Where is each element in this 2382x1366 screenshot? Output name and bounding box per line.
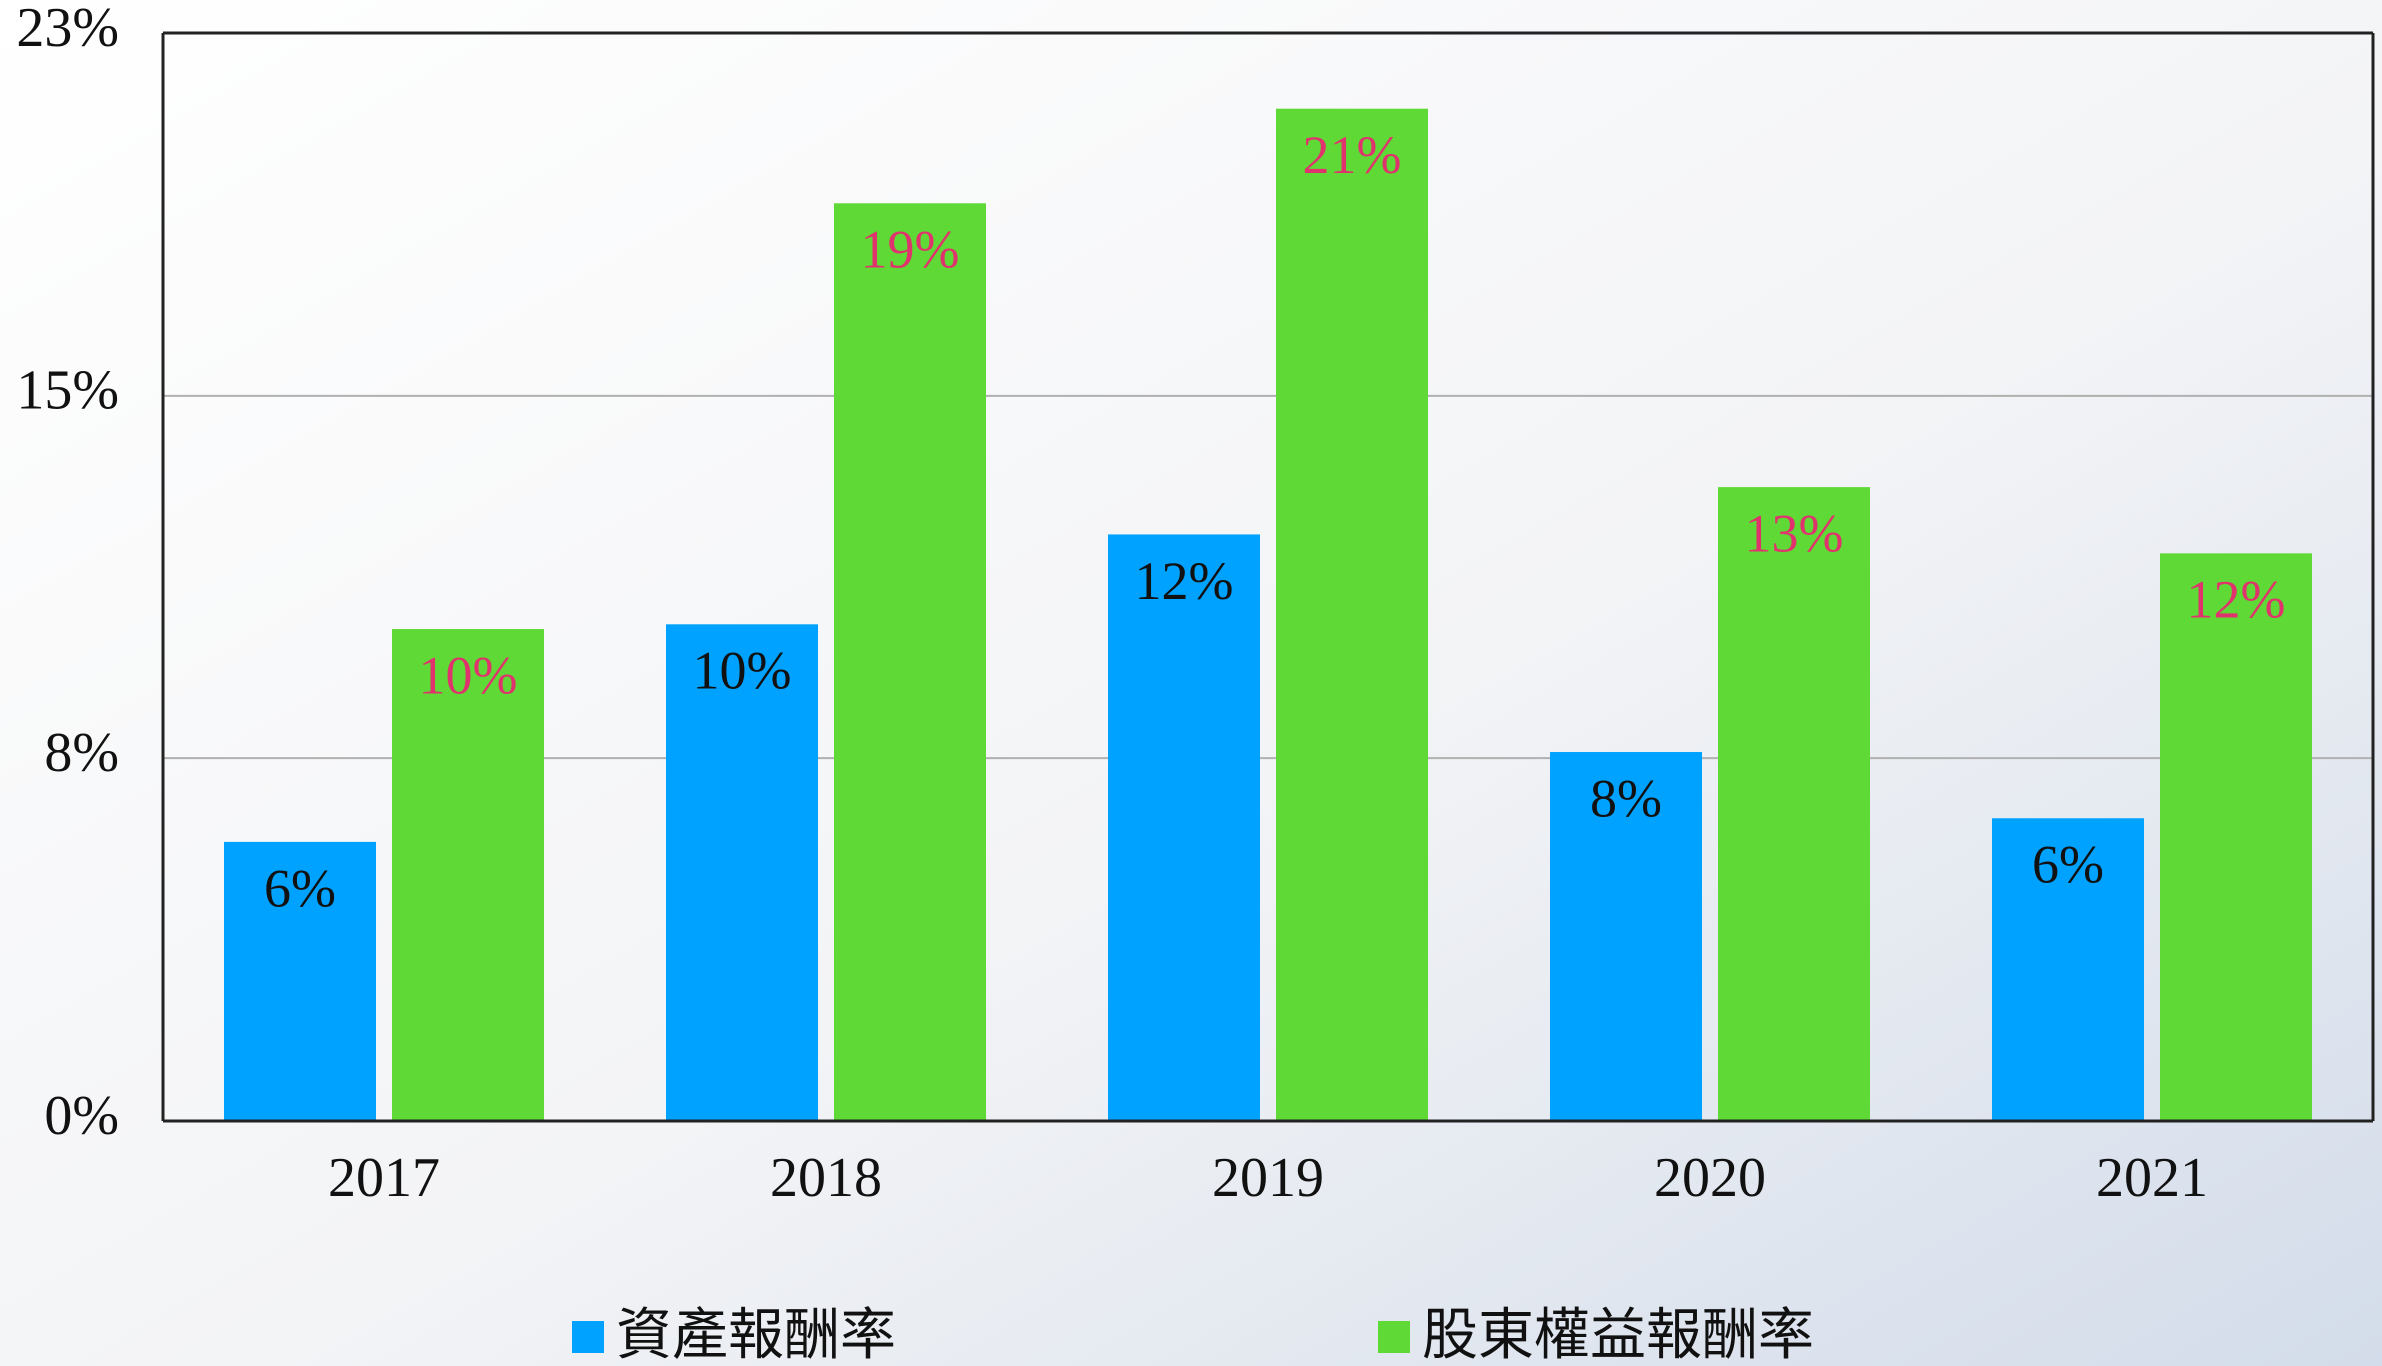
- x-tick-label: 2019: [1212, 1147, 1324, 1209]
- legend-label: 資產報酬率: [616, 1303, 896, 1366]
- bar: [1718, 487, 1870, 1121]
- y-tick-label: 23%: [16, 0, 119, 59]
- value-label: 12%: [2187, 570, 2286, 630]
- bar: [2160, 553, 2312, 1121]
- x-tick-label: 2021: [2096, 1147, 2208, 1209]
- bar: [1108, 534, 1260, 1121]
- value-label: 6%: [2032, 835, 2104, 895]
- bar: [1276, 109, 1428, 1121]
- y-tick-label: 15%: [16, 360, 119, 422]
- value-label: 13%: [1745, 504, 1844, 564]
- value-label: 21%: [1303, 125, 1402, 185]
- value-label: 12%: [1135, 551, 1234, 611]
- legend-swatch: [1378, 1321, 1410, 1353]
- value-label: 10%: [693, 641, 792, 701]
- bar: [834, 203, 986, 1121]
- value-label: 19%: [861, 220, 960, 280]
- value-label: 8%: [1590, 768, 1662, 828]
- x-tick-label: 2018: [770, 1147, 882, 1209]
- value-label: 10%: [419, 645, 518, 705]
- value-label: 6%: [264, 858, 336, 918]
- legend-swatch: [572, 1321, 604, 1353]
- legend-label: 股東權益報酬率: [1422, 1303, 1814, 1366]
- y-tick-label: 8%: [44, 722, 119, 784]
- chart: 0% 8% 15% 23% 2017 6% 10% 2018 10% 19% 2019 12% 21% 2…: [0, 0, 2382, 1366]
- y-tick-label: 0%: [44, 1085, 119, 1147]
- x-tick-label: 2020: [1654, 1147, 1766, 1209]
- x-tick-label: 2017: [328, 1147, 440, 1209]
